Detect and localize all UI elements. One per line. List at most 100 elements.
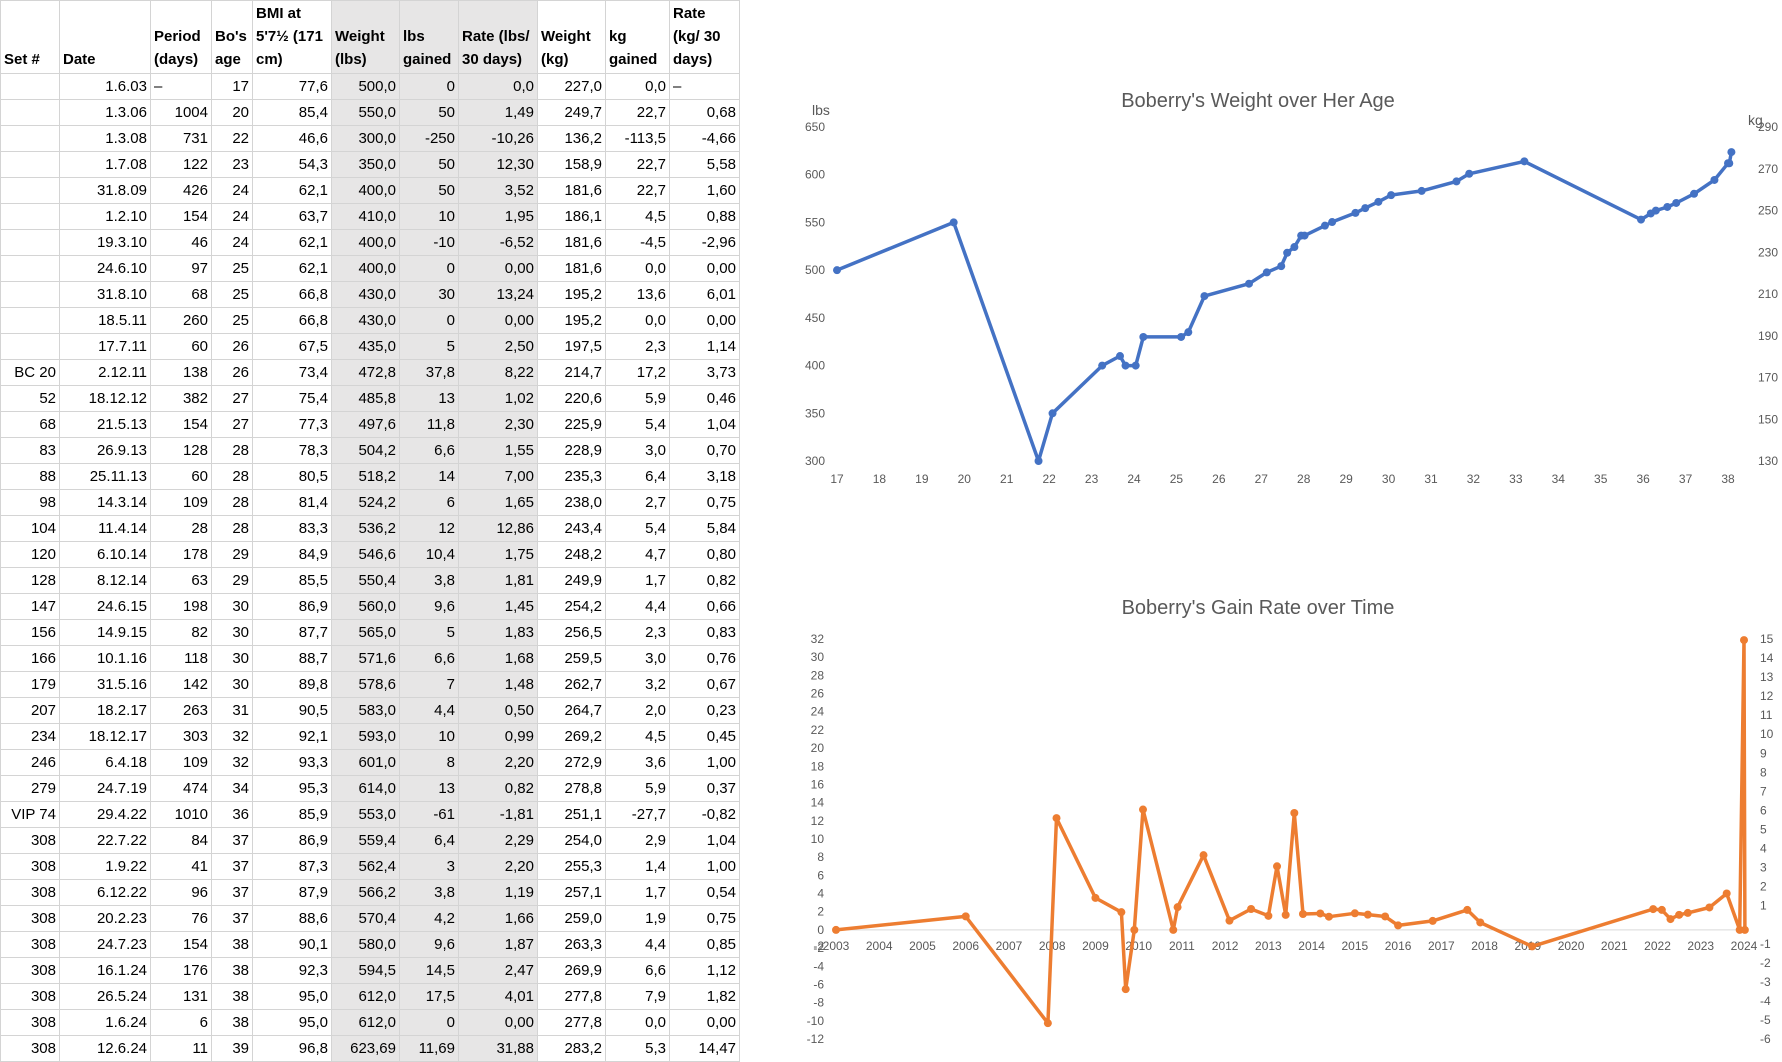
- table-cell: 0,54: [669, 879, 740, 906]
- table-cell: 500,0: [331, 73, 400, 100]
- table-cell: 272,9: [537, 749, 606, 776]
- table-cell: 5: [399, 333, 459, 360]
- table-cell: 10,4: [399, 541, 459, 568]
- table-cell: 97: [150, 255, 212, 282]
- table-cell: 254,2: [537, 593, 606, 620]
- table-cell: 4,4: [605, 931, 670, 958]
- y2-tick-label: 190: [1758, 329, 1778, 343]
- table-cell: 243,4: [537, 515, 606, 542]
- table-cell: 300,0: [331, 125, 400, 152]
- table-cell: 28: [211, 489, 253, 516]
- table-cell: 24: [211, 229, 253, 256]
- data-point: [1281, 910, 1290, 919]
- table-cell: 29.4.22: [59, 801, 151, 828]
- table-cell: 580,0: [331, 931, 400, 958]
- table-cell: 31,88: [458, 1035, 538, 1062]
- table-cell: 66,8: [252, 307, 332, 334]
- data-point: [1351, 208, 1360, 217]
- table-cell: BC 20: [0, 359, 60, 386]
- y-tick-label: 12: [811, 814, 825, 828]
- table-cell: 1,60: [669, 177, 740, 204]
- y-tick-label: 22: [811, 723, 825, 737]
- table-cell: [0, 203, 60, 230]
- table-cell: 37: [211, 827, 253, 854]
- table-cell: 27: [211, 385, 253, 412]
- x-tick-label: 2013: [1255, 939, 1282, 953]
- table-cell: 0: [399, 255, 459, 282]
- column-header: kg gained: [605, 0, 670, 74]
- table-cell: 6: [150, 1009, 212, 1036]
- data-point: [1452, 177, 1461, 186]
- table-row: 166 10.1.16 118 30 88,7 571,6 6,6 1,68 259,5 3,0 0…: [0, 645, 740, 672]
- table-cell: 87,9: [252, 879, 332, 906]
- table-cell: 22,7: [605, 99, 670, 126]
- table-cell: 1,45: [458, 593, 538, 620]
- data-point: [1363, 910, 1372, 919]
- data-point: [1387, 191, 1396, 200]
- table-cell: 0,75: [669, 905, 740, 932]
- table-cell: 0,37: [669, 775, 740, 802]
- table-cell: 1,82: [669, 983, 740, 1010]
- table-cell: VIP 74: [0, 801, 60, 828]
- data-point: [1350, 909, 1359, 918]
- table-row: 308 12.6.24 11 39 96,8 623,69 11,69 31,88 283,2 5…: [0, 1035, 740, 1062]
- table-cell: 2,47: [458, 957, 538, 984]
- table-cell: 60: [150, 463, 212, 490]
- table-row: 24.6.10 97 25 62,1 400,0 0 0,00 181,6 0,0 0,00: [0, 255, 740, 282]
- table-row: 308 20.2.23 76 37 88,6 570,4 4,2 1,66 259,0 1,9 0,…: [0, 905, 740, 932]
- table-cell: 18.12.12: [59, 385, 151, 412]
- y-axis-label-right: kg: [1748, 112, 1763, 128]
- table-cell: 474: [150, 775, 212, 802]
- x-tick-label: 32: [1467, 472, 1481, 486]
- table-cell: 0,75: [669, 489, 740, 516]
- x-tick-label: 28: [1297, 472, 1311, 486]
- table-cell: 1,04: [669, 827, 740, 854]
- table-row: 308 22.7.22 84 37 86,9 559,4 6,4 2,29 254,0 2,9 1,…: [0, 827, 740, 854]
- table-cell: 518,2: [331, 463, 400, 490]
- table-cell: 25: [211, 255, 253, 282]
- y-tick-label: 28: [811, 668, 825, 682]
- table-cell: 308: [0, 853, 60, 880]
- table-row: 120 6.10.14 178 29 84,9 546,6 10,4 1,75 248,2 4,7…: [0, 541, 740, 568]
- y-tick-label: -8: [813, 996, 824, 1010]
- data-point: [1277, 262, 1286, 271]
- y-tick-label: 0: [817, 923, 824, 937]
- table-cell: 31.8.09: [59, 177, 151, 204]
- table-cell: 25.11.13: [59, 463, 151, 490]
- table-cell: 84: [150, 827, 212, 854]
- table-cell: 5,3: [605, 1035, 670, 1062]
- x-tick-label: 24: [1127, 472, 1141, 486]
- table-cell: 76: [150, 905, 212, 932]
- table-cell: 4,2: [399, 905, 459, 932]
- table-cell: -250: [399, 125, 459, 152]
- table-cell: 246: [0, 749, 60, 776]
- data-point: [1361, 204, 1370, 213]
- data-point: [1117, 908, 1126, 917]
- table-cell: 2,20: [458, 749, 538, 776]
- table-cell: 24.6.15: [59, 593, 151, 620]
- table-cell: 308: [0, 931, 60, 958]
- table-cell: 308: [0, 827, 60, 854]
- table-cell: 68: [0, 411, 60, 438]
- data-point: [1417, 186, 1426, 195]
- y-tick-label: 300: [805, 454, 825, 468]
- table-cell: 256,5: [537, 619, 606, 646]
- table-cell: 12,86: [458, 515, 538, 542]
- table-cell: 52: [0, 385, 60, 412]
- table-cell: 565,0: [331, 619, 400, 646]
- table-cell: 0,46: [669, 385, 740, 412]
- y-tick-label: 4: [817, 887, 824, 901]
- table-cell: 98: [0, 489, 60, 516]
- table-cell: 1.9.22: [59, 853, 151, 880]
- table-cell: 92,3: [252, 957, 332, 984]
- table-cell: 54,3: [252, 151, 332, 178]
- table-cell: 1,4: [605, 853, 670, 880]
- table-cell: 1,81: [458, 567, 538, 594]
- table-cell: 63,7: [252, 203, 332, 230]
- data-point: [961, 912, 970, 921]
- data-point: [1649, 905, 1658, 914]
- table-cell: -10: [399, 229, 459, 256]
- data-point: [1273, 862, 1282, 871]
- table-cell: 84,9: [252, 541, 332, 568]
- x-tick-label: 25: [1170, 472, 1184, 486]
